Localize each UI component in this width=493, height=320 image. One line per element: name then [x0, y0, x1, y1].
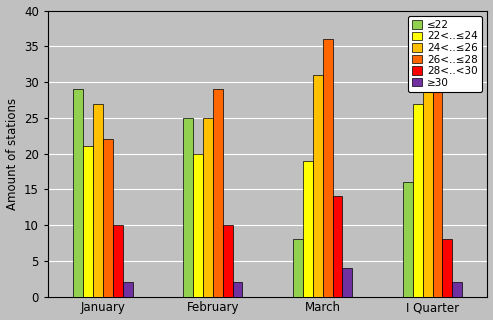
Bar: [423, 82, 432, 297]
Bar: [193, 154, 203, 297]
Bar: [73, 89, 83, 297]
Bar: [432, 89, 442, 297]
Bar: [343, 268, 352, 297]
Bar: [322, 39, 333, 297]
Legend: ≤22, 22<..≤24, 24<..≤26, 26<..≤28, 28<..<30, ≥30: ≤22, 22<..≤24, 24<..≤26, 26<..≤28, 28<..…: [408, 16, 482, 92]
Bar: [293, 239, 303, 297]
Bar: [223, 225, 233, 297]
Bar: [123, 282, 133, 297]
Bar: [203, 118, 213, 297]
Bar: [103, 139, 113, 297]
Bar: [403, 182, 413, 297]
Bar: [442, 239, 452, 297]
Bar: [413, 103, 423, 297]
Y-axis label: Amount of stations: Amount of stations: [5, 98, 19, 210]
Bar: [233, 282, 243, 297]
Bar: [303, 161, 313, 297]
Bar: [83, 147, 93, 297]
Bar: [213, 89, 223, 297]
Bar: [113, 225, 123, 297]
Bar: [452, 282, 462, 297]
Bar: [333, 196, 343, 297]
Bar: [183, 118, 193, 297]
Bar: [93, 103, 103, 297]
Bar: [313, 75, 322, 297]
